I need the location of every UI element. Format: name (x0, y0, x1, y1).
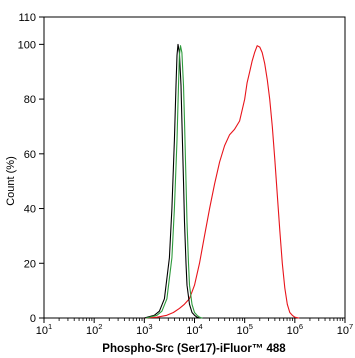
x-tick-exponent: 6 (299, 322, 303, 331)
x-tick-exponent: 7 (349, 322, 353, 331)
x-tick-base: 10 (337, 325, 349, 337)
x-tick-label: 101 (36, 322, 52, 337)
y-tick-label: 110 (18, 12, 36, 24)
y-tick-label: 60 (24, 149, 36, 161)
x-tick-exponent: 3 (148, 322, 152, 331)
histogram-series-2 (143, 43, 201, 319)
y-axis-label: Count (%) (5, 156, 17, 206)
x-tick-label: 106 (287, 322, 303, 337)
y-tick-label: 100 (18, 39, 36, 51)
x-tick-exponent: 1 (48, 322, 52, 331)
x-tick-base: 10 (287, 325, 299, 337)
y-tick-label: 0 (30, 313, 36, 325)
plot-frame (43, 16, 346, 319)
x-tick-base: 10 (236, 325, 248, 337)
y-tick-label: 20 (24, 258, 36, 270)
y-tick-label: 40 (24, 204, 36, 216)
x-axis: 101 102 103 104 105 106 107 (36, 318, 353, 337)
x-tick-base: 10 (186, 325, 198, 337)
x-tick-label: 107 (337, 322, 353, 337)
y-tick-label: 80 (24, 94, 36, 106)
x-tick-base: 10 (86, 325, 98, 337)
x-tick-base: 10 (36, 325, 48, 337)
x-axis-label: Phospho-Src (Ser17)-iFluor™ 488 (102, 343, 286, 355)
x-tick-base: 10 (136, 325, 148, 337)
x-tick-exponent: 4 (199, 322, 203, 331)
y-axis: 0 20 40 60 80 100 110 (18, 12, 44, 325)
x-tick-label: 103 (136, 322, 152, 337)
x-tick-exponent: 5 (249, 322, 253, 331)
series-layer (143, 43, 300, 319)
x-tick-exponent: 2 (98, 322, 102, 331)
x-tick-label: 105 (236, 322, 252, 337)
x-tick-label: 102 (86, 322, 102, 337)
histogram-series-3 (145, 45, 203, 319)
x-tick-label: 104 (186, 322, 202, 337)
